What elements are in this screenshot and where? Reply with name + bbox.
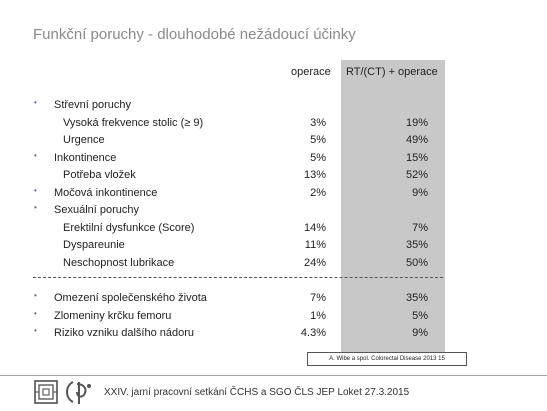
- row-label: Inkontinence: [54, 151, 117, 164]
- value-rt: 9%: [412, 186, 428, 199]
- slide-title: Funkční poruchy - dlouhodobé nežádoucí ú…: [33, 26, 356, 43]
- bullet-icon: •: [34, 98, 37, 107]
- value-rt: 35%: [405, 292, 428, 304]
- table-row: Neschopnost lubrikace 24% 50%: [0, 257, 547, 271]
- row-label: Potřeba vložek: [63, 169, 136, 181]
- value-operace: 1%: [310, 309, 326, 322]
- row-label: Omezení společenského života: [54, 292, 207, 304]
- bullet-icon: •: [34, 308, 37, 318]
- bullet-icon: •: [34, 150, 37, 160]
- value-rt: 5%: [412, 309, 428, 322]
- footer-logos: [33, 378, 97, 411]
- table-row: Vysoká frekvence stolic (≥ 9) 3% 19%: [0, 117, 547, 131]
- column-header-operace: operace: [291, 66, 331, 78]
- value-operace: 24%: [303, 256, 326, 269]
- bullet-icon: •: [34, 291, 37, 300]
- bullet-icon: •: [34, 326, 37, 335]
- table-row: • Sexuální poruchy: [0, 203, 547, 218]
- value-operace: 4.3%: [300, 327, 326, 339]
- value-rt: 50%: [405, 256, 428, 269]
- bullet-icon: •: [34, 185, 37, 195]
- value-operace: 5%: [310, 134, 326, 146]
- row-label: Vysoká frekvence stolic (≥ 9): [63, 116, 204, 129]
- row-label: Střevní poruchy: [54, 99, 132, 111]
- table-row: Erektilní dysfunkce (Score) 14% 7%: [0, 222, 547, 236]
- value-operace: 14%: [303, 221, 326, 234]
- table-row: Potřeba vložek 13% 52%: [0, 169, 547, 183]
- value-operace: 5%: [310, 151, 326, 164]
- value-rt: 7%: [412, 221, 428, 234]
- row-label: Erektilní dysfunkce (Score): [63, 221, 195, 234]
- table-row: • Zlomeniny krčku femoru 1% 5%: [0, 308, 547, 324]
- table-row: • Riziko vzniku dalšího nádoru 4.3% 9%: [0, 326, 547, 341]
- row-label: Zlomeniny krčku femoru: [54, 309, 172, 322]
- table-row: • Omezení společenského života 7% 35%: [0, 291, 547, 306]
- reference-box: A. Wibe a spol. Colorectal Disease 2013 …: [307, 352, 467, 366]
- dashed-divider: [33, 277, 443, 278]
- highlight-column: [341, 60, 445, 362]
- bullet-icon: •: [34, 203, 37, 212]
- column-header-rt: RT/(CT) + operace: [346, 66, 438, 78]
- table-row: • Močová inkontinence 2% 9%: [0, 185, 547, 201]
- row-label: Sexuální poruchy: [54, 204, 139, 216]
- value-rt: 49%: [405, 134, 428, 146]
- value-operace: 2%: [310, 186, 326, 199]
- value-operace: 7%: [310, 292, 326, 304]
- value-operace: 3%: [310, 116, 326, 129]
- row-label: Dyspareunie: [63, 239, 125, 251]
- row-label: Močová inkontinence: [54, 186, 158, 199]
- footer-divider: [0, 375, 547, 376]
- row-label: Urgence: [63, 134, 105, 146]
- table-row: • Střevní poruchy: [0, 98, 547, 113]
- table-row: • Inkontinence 5% 15%: [0, 150, 547, 166]
- value-rt: 15%: [405, 151, 428, 164]
- value-rt: 35%: [405, 239, 428, 251]
- row-label: Neschopnost lubrikace: [63, 256, 175, 269]
- value-rt: 19%: [405, 116, 428, 129]
- table-row: Dyspareunie 11% 35%: [0, 239, 547, 253]
- row-label: Riziko vzniku dalšího nádoru: [54, 327, 195, 339]
- value-operace: 11%: [304, 239, 326, 251]
- value-rt: 52%: [405, 169, 428, 181]
- value-rt: 9%: [412, 327, 428, 339]
- table-row: Urgence 5% 49%: [0, 134, 547, 148]
- value-operace: 13%: [303, 169, 326, 181]
- footer-text: XXIV. jarní pracovní setkání ČCHS a SGO …: [104, 387, 410, 398]
- society-logo-icon: [34, 380, 91, 404]
